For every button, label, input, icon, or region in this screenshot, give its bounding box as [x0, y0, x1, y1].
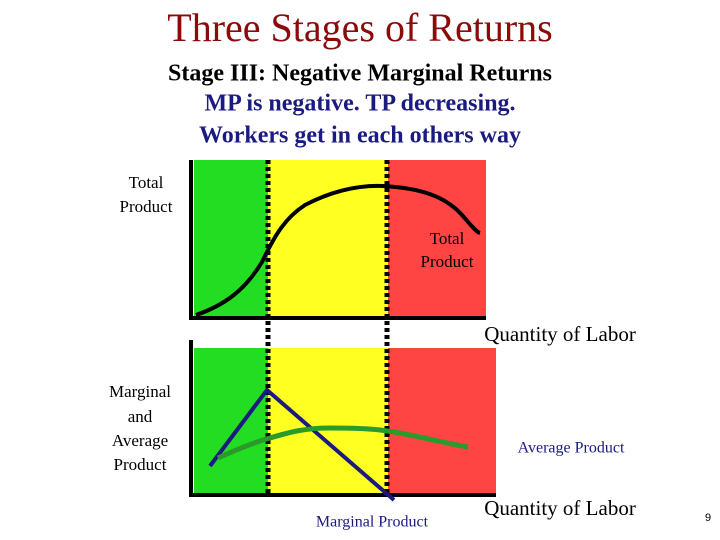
stage-three-zone: [388, 348, 496, 495]
axis: [189, 340, 496, 497]
axis: [189, 160, 486, 320]
slide-title: Three Stages of Returns: [167, 5, 552, 50]
stage-two-zone: [268, 160, 388, 318]
curve-label: Average Product: [518, 440, 625, 457]
stage-one-zone: [194, 160, 268, 318]
axis-label: Product: [120, 197, 173, 216]
average-product-curve: [216, 425, 469, 461]
axis-label: Quantity of Labor: [484, 496, 636, 520]
subtitle: Workers get in each others way: [199, 123, 521, 149]
curve-label: Marginal Product: [316, 514, 429, 531]
curve-label: Total: [430, 229, 465, 248]
marginal-product-curve: [208, 387, 396, 502]
axis-label: Marginal: [109, 382, 171, 401]
axis-label: and: [128, 407, 153, 426]
axis-label: Product: [114, 455, 167, 474]
page-number: 9: [705, 512, 711, 524]
total-product-curve: [195, 183, 481, 317]
axis-label: Quantity of Labor: [484, 322, 636, 346]
subtitle: Stage III: Negative Marginal Returns: [168, 61, 552, 87]
axis-label: Average: [112, 431, 168, 450]
curve-label: Product: [421, 252, 474, 271]
stage-one-zone: [194, 348, 268, 495]
axis-label: Total: [129, 173, 164, 192]
subtitle: MP is negative. TP decreasing.: [204, 91, 515, 117]
stage-two-zone: [268, 348, 388, 495]
